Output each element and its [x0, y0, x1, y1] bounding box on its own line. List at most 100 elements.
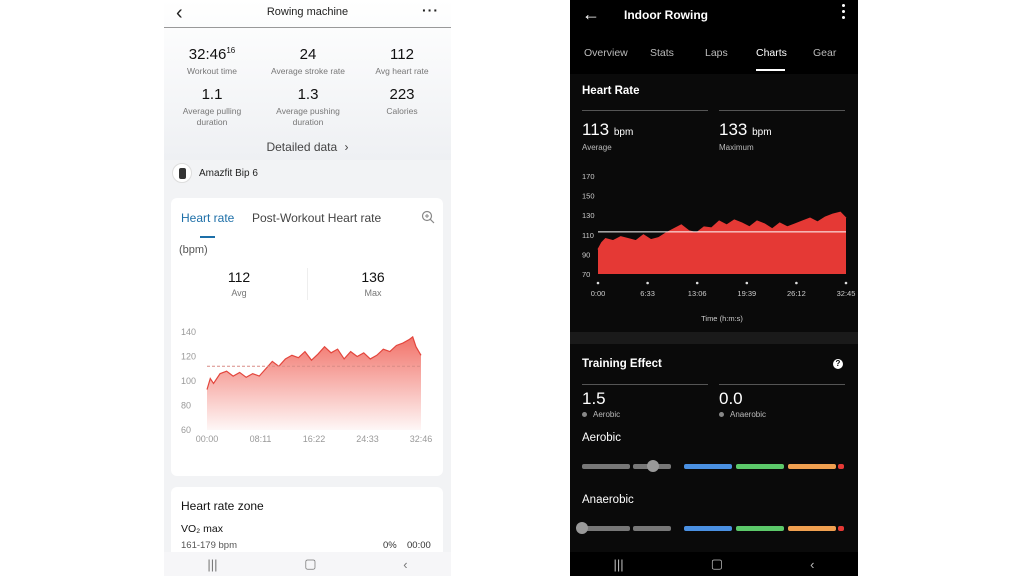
home-icon[interactable]: ▢	[304, 556, 317, 571]
home-icon[interactable]: ▢	[710, 556, 724, 571]
avg-value: 112	[227, 269, 251, 285]
x-tick-label: 19:39	[737, 289, 756, 298]
y-tick-label: 150	[582, 192, 595, 201]
avg-label: Average	[582, 143, 612, 152]
x-tick-label: 00:00	[196, 434, 219, 444]
max-heart-rate-value: 133 bpm	[719, 120, 772, 140]
y-tick-label: 90	[582, 250, 590, 259]
heart-rate-chart: 70 90 110 130 150 170 0:00 6:33 13:06 19:39 26:12 3…	[582, 172, 856, 323]
stat-pushing-duration: 1.3 Average pushing duration	[260, 86, 356, 128]
legend-dot	[582, 412, 587, 418]
tab-overview[interactable]: Overview	[584, 47, 628, 59]
x-tick-label: 26:12	[787, 289, 806, 298]
x-tick-label: 32:46	[410, 434, 433, 444]
unit: bpm	[752, 127, 772, 138]
x-tick-dot	[745, 281, 749, 285]
divider	[582, 110, 708, 111]
x-tick-label: 32:45	[837, 289, 856, 298]
stat-label: Average stroke rate	[270, 66, 346, 76]
stat-label: Average pushing duration	[276, 106, 340, 127]
zone-percent: 0%	[383, 540, 397, 551]
avg-heart-rate-block: 112 Avg	[187, 269, 291, 298]
max-value: 136	[361, 269, 385, 285]
stat-stroke-rate: 24 Average stroke rate	[260, 46, 356, 77]
x-tick-label: 24:33	[356, 434, 379, 444]
page-title: Rowing machine	[266, 6, 349, 18]
avg-label: Avg	[231, 288, 247, 298]
device-row[interactable]: Amazfit Bip 6	[172, 163, 258, 183]
back-icon[interactable]: ‹	[810, 556, 815, 572]
x-tick-dot	[844, 281, 848, 285]
stat-label: Calories	[386, 106, 418, 116]
zepp-workout-screen: ‹ Rowing machine ··· 32:4616 Workout tim…	[164, 0, 451, 576]
heart-rate-line	[206, 335, 422, 390]
section-title: Heart Rate	[582, 85, 640, 97]
stat-value: 24	[299, 46, 317, 63]
scale-segment	[788, 464, 836, 469]
legend-dot	[719, 412, 724, 418]
divider	[582, 384, 708, 385]
y-tick-label: 120	[181, 352, 196, 362]
x-axis-title: Time (h:m:s)	[701, 314, 743, 323]
tab-gear[interactable]: Gear	[813, 47, 837, 59]
stat-value: 112	[390, 46, 414, 63]
training-effect-section: Training Effect ? 1.5 Aerobic 0.0 Anaero…	[570, 344, 858, 576]
back-arrow-icon[interactable]: ‹	[176, 2, 183, 24]
aerobic-label: Aerobic	[593, 410, 621, 419]
anaerobic-label: Anaerobic	[730, 410, 767, 419]
tab-heart-rate[interactable]: Heart rate	[181, 211, 235, 225]
watch-icon	[172, 163, 192, 183]
zone-duration: 00:00	[407, 540, 431, 551]
scale-segment	[736, 464, 784, 469]
tab-post-workout-heart-rate[interactable]: Post-Workout Heart rate	[252, 211, 382, 225]
x-tick-dot	[695, 281, 699, 285]
active-tab-indicator	[200, 236, 215, 238]
scale-segment	[684, 464, 732, 469]
tab-laps[interactable]: Laps	[705, 47, 728, 59]
value: 133	[719, 120, 748, 139]
system-nav-bar: ||| ▢ ‹	[570, 552, 858, 576]
system-nav-bar: ||| ▢ ‹	[164, 552, 451, 576]
recent-apps-icon[interactable]: |||	[207, 556, 218, 572]
section-title: Training Effect	[582, 358, 662, 370]
active-tab-indicator	[756, 69, 785, 71]
tab-stats[interactable]: Stats	[650, 47, 674, 59]
heart-rate-area	[207, 336, 421, 430]
stat-value: 223	[389, 86, 415, 103]
help-icon[interactable]: ?	[833, 359, 843, 369]
scale-segment	[838, 464, 844, 469]
heart-rate-area	[598, 212, 846, 274]
aerobic-value: 1.5	[582, 389, 606, 408]
x-tick-label: 16:22	[303, 434, 326, 444]
y-tick-label: 60	[181, 425, 191, 435]
back-icon[interactable]: ‹	[403, 556, 408, 572]
stat-workout-time: 32:4616 Workout time	[164, 46, 260, 77]
max-label: Maximum	[719, 143, 754, 152]
x-tick-label: 13:06	[688, 289, 707, 298]
max-heart-rate-block: 136 Max	[321, 269, 425, 298]
max-label: Max	[364, 288, 382, 298]
more-options-icon[interactable]: ···	[422, 2, 439, 18]
recent-apps-icon[interactable]: |||	[613, 556, 624, 572]
stat-value: 1.3	[297, 86, 319, 103]
more-options-icon[interactable]	[842, 4, 846, 22]
value: 113	[582, 120, 610, 139]
divider	[719, 110, 845, 111]
tab-charts[interactable]: Charts	[756, 47, 787, 59]
zone-card-title: Heart rate zone	[181, 499, 264, 513]
y-tick-label: 100	[181, 376, 196, 386]
x-tick-label: 0:00	[591, 289, 606, 298]
stat-label: Workout time	[187, 66, 237, 76]
anaerobic-value: 0.0	[719, 389, 743, 408]
stat-value: 1.1	[201, 86, 223, 103]
stat-value: 32:46	[188, 46, 227, 63]
x-tick-dot	[646, 281, 649, 285]
back-arrow-icon[interactable]: ←	[582, 4, 600, 24]
aerobic-label-row: Aerobic	[582, 410, 620, 419]
heart-rate-card: Heart rate Post-Workout Heart rate (bpm)…	[171, 198, 443, 476]
x-tick-dot	[795, 281, 798, 285]
anaerobic-label-row: Anaerobic	[719, 410, 766, 419]
detailed-data-link[interactable]: Detailed data ›	[164, 140, 451, 154]
scale-segment	[838, 526, 844, 531]
zoom-icon[interactable]	[421, 210, 435, 224]
